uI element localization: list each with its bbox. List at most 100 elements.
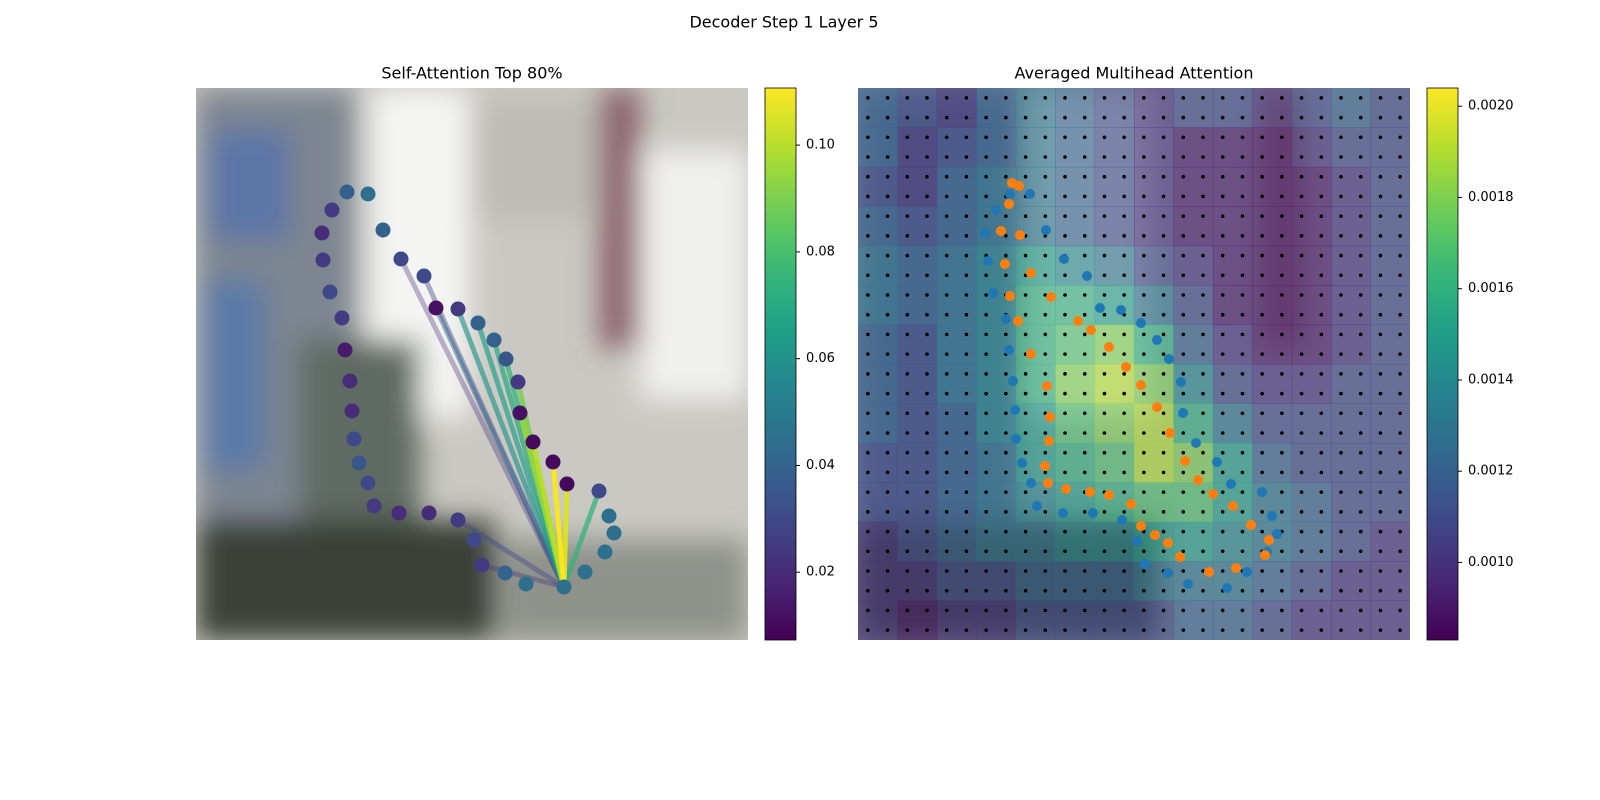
- grid-dot: [1260, 234, 1264, 238]
- grid-dot: [905, 450, 910, 455]
- grid-dot: [944, 253, 949, 258]
- grid-dot: [1319, 588, 1324, 593]
- heatmap-cell: [1055, 166, 1096, 207]
- heatmap-cell: [1212, 88, 1253, 128]
- grid-dot: [925, 391, 929, 396]
- grid-dot: [1378, 470, 1383, 475]
- grid-dot: [925, 312, 929, 317]
- point: [1005, 189, 1015, 199]
- point: [1183, 579, 1193, 589]
- grid-dot: [1181, 431, 1186, 435]
- grid-dot: [944, 332, 949, 337]
- grid-dot: [1004, 115, 1008, 120]
- point: [1121, 362, 1131, 372]
- grid-dot: [1398, 608, 1402, 613]
- grid-dot: [1122, 450, 1126, 455]
- grid-dot: [1319, 273, 1324, 278]
- heatmap-cell: [858, 324, 898, 365]
- grid-dot: [1063, 411, 1067, 416]
- grid-dot: [1122, 214, 1126, 218]
- heatmap-cell: [1331, 600, 1372, 640]
- grid-dot: [1358, 96, 1363, 100]
- grid-dot: [944, 174, 949, 179]
- grid-dot: [1319, 194, 1324, 199]
- grid-dot: [1280, 155, 1284, 159]
- grid-dot: [1358, 214, 1363, 218]
- heatmap-cell: [1015, 600, 1056, 640]
- grid-dot: [964, 549, 969, 554]
- grid-dot: [1398, 312, 1402, 317]
- attention-link: [479, 562, 567, 590]
- keypoint: [470, 315, 486, 331]
- grid-dot: [1102, 372, 1107, 376]
- grid-dot: [905, 470, 910, 475]
- grid-dot: [1004, 588, 1008, 593]
- grid-dot: [1240, 234, 1245, 238]
- grid-dot: [1023, 312, 1028, 317]
- grid-dot: [1102, 588, 1107, 593]
- point: [1163, 568, 1173, 578]
- heatmap-cell: [1134, 561, 1174, 602]
- grid-dot: [1023, 510, 1028, 514]
- grid-dot: [885, 253, 890, 258]
- grid-dot: [1378, 372, 1383, 376]
- grid-dot: [944, 115, 949, 120]
- grid-dot: [1181, 569, 1186, 573]
- grid-dot: [866, 490, 870, 494]
- grid-dot: [1220, 135, 1225, 140]
- grid-dot: [1339, 273, 1343, 278]
- keypoint: [512, 405, 528, 421]
- grid-dot: [1122, 155, 1126, 159]
- grid-dot: [1280, 569, 1284, 573]
- point: [1152, 335, 1162, 345]
- grid-dot: [1142, 174, 1146, 179]
- grid-dot: [1299, 293, 1304, 297]
- grid-dot: [964, 293, 969, 297]
- grid-dot: [1220, 470, 1225, 475]
- grid-dot: [866, 352, 870, 356]
- grid-dot: [885, 352, 890, 356]
- grid-dot: [1161, 588, 1166, 593]
- grid-dot: [1043, 549, 1048, 554]
- heatmap-cell: [1370, 364, 1410, 404]
- grid-dot: [1378, 549, 1383, 554]
- heatmap-cell: [1252, 245, 1293, 286]
- heatmap-cell: [1212, 166, 1253, 207]
- grid-dot: [1181, 608, 1186, 613]
- point: [1010, 405, 1020, 415]
- grid-dot: [1142, 470, 1146, 475]
- grid-dot: [1378, 174, 1383, 179]
- grid-dot: [1161, 450, 1166, 455]
- heatmap-cell: [1015, 561, 1056, 602]
- grid-dot: [1181, 628, 1186, 632]
- grid-dot: [1319, 569, 1324, 573]
- point: [1032, 501, 1042, 511]
- grid-dot: [1358, 273, 1363, 278]
- grid-dot: [1063, 608, 1067, 613]
- grid-dot: [984, 510, 988, 514]
- grid-dot: [1240, 312, 1245, 317]
- grid-dot: [1299, 273, 1304, 278]
- grid-dot: [1122, 174, 1126, 179]
- grid-dot: [1240, 332, 1245, 337]
- grid-dot: [1122, 470, 1126, 475]
- grid-dot: [1181, 115, 1186, 120]
- grid-dot: [1082, 234, 1087, 238]
- grid-dot: [1142, 569, 1146, 573]
- grid-dot: [1142, 391, 1146, 396]
- grid-dot: [1004, 155, 1008, 159]
- point: [1045, 412, 1055, 422]
- grid-dot: [1260, 115, 1264, 120]
- grid-dot: [1043, 450, 1048, 455]
- grid-dot: [866, 450, 870, 455]
- heatmap-cell: [1291, 88, 1332, 128]
- grid-dot: [925, 135, 929, 140]
- heatmap-cell: [1331, 442, 1372, 483]
- grid-dot: [1201, 253, 1205, 258]
- background-photo: [196, 88, 748, 640]
- grid-dot: [944, 372, 949, 376]
- heatmap-cell: [897, 206, 938, 247]
- grid-dot: [1220, 194, 1225, 199]
- grid-dot: [1181, 372, 1186, 376]
